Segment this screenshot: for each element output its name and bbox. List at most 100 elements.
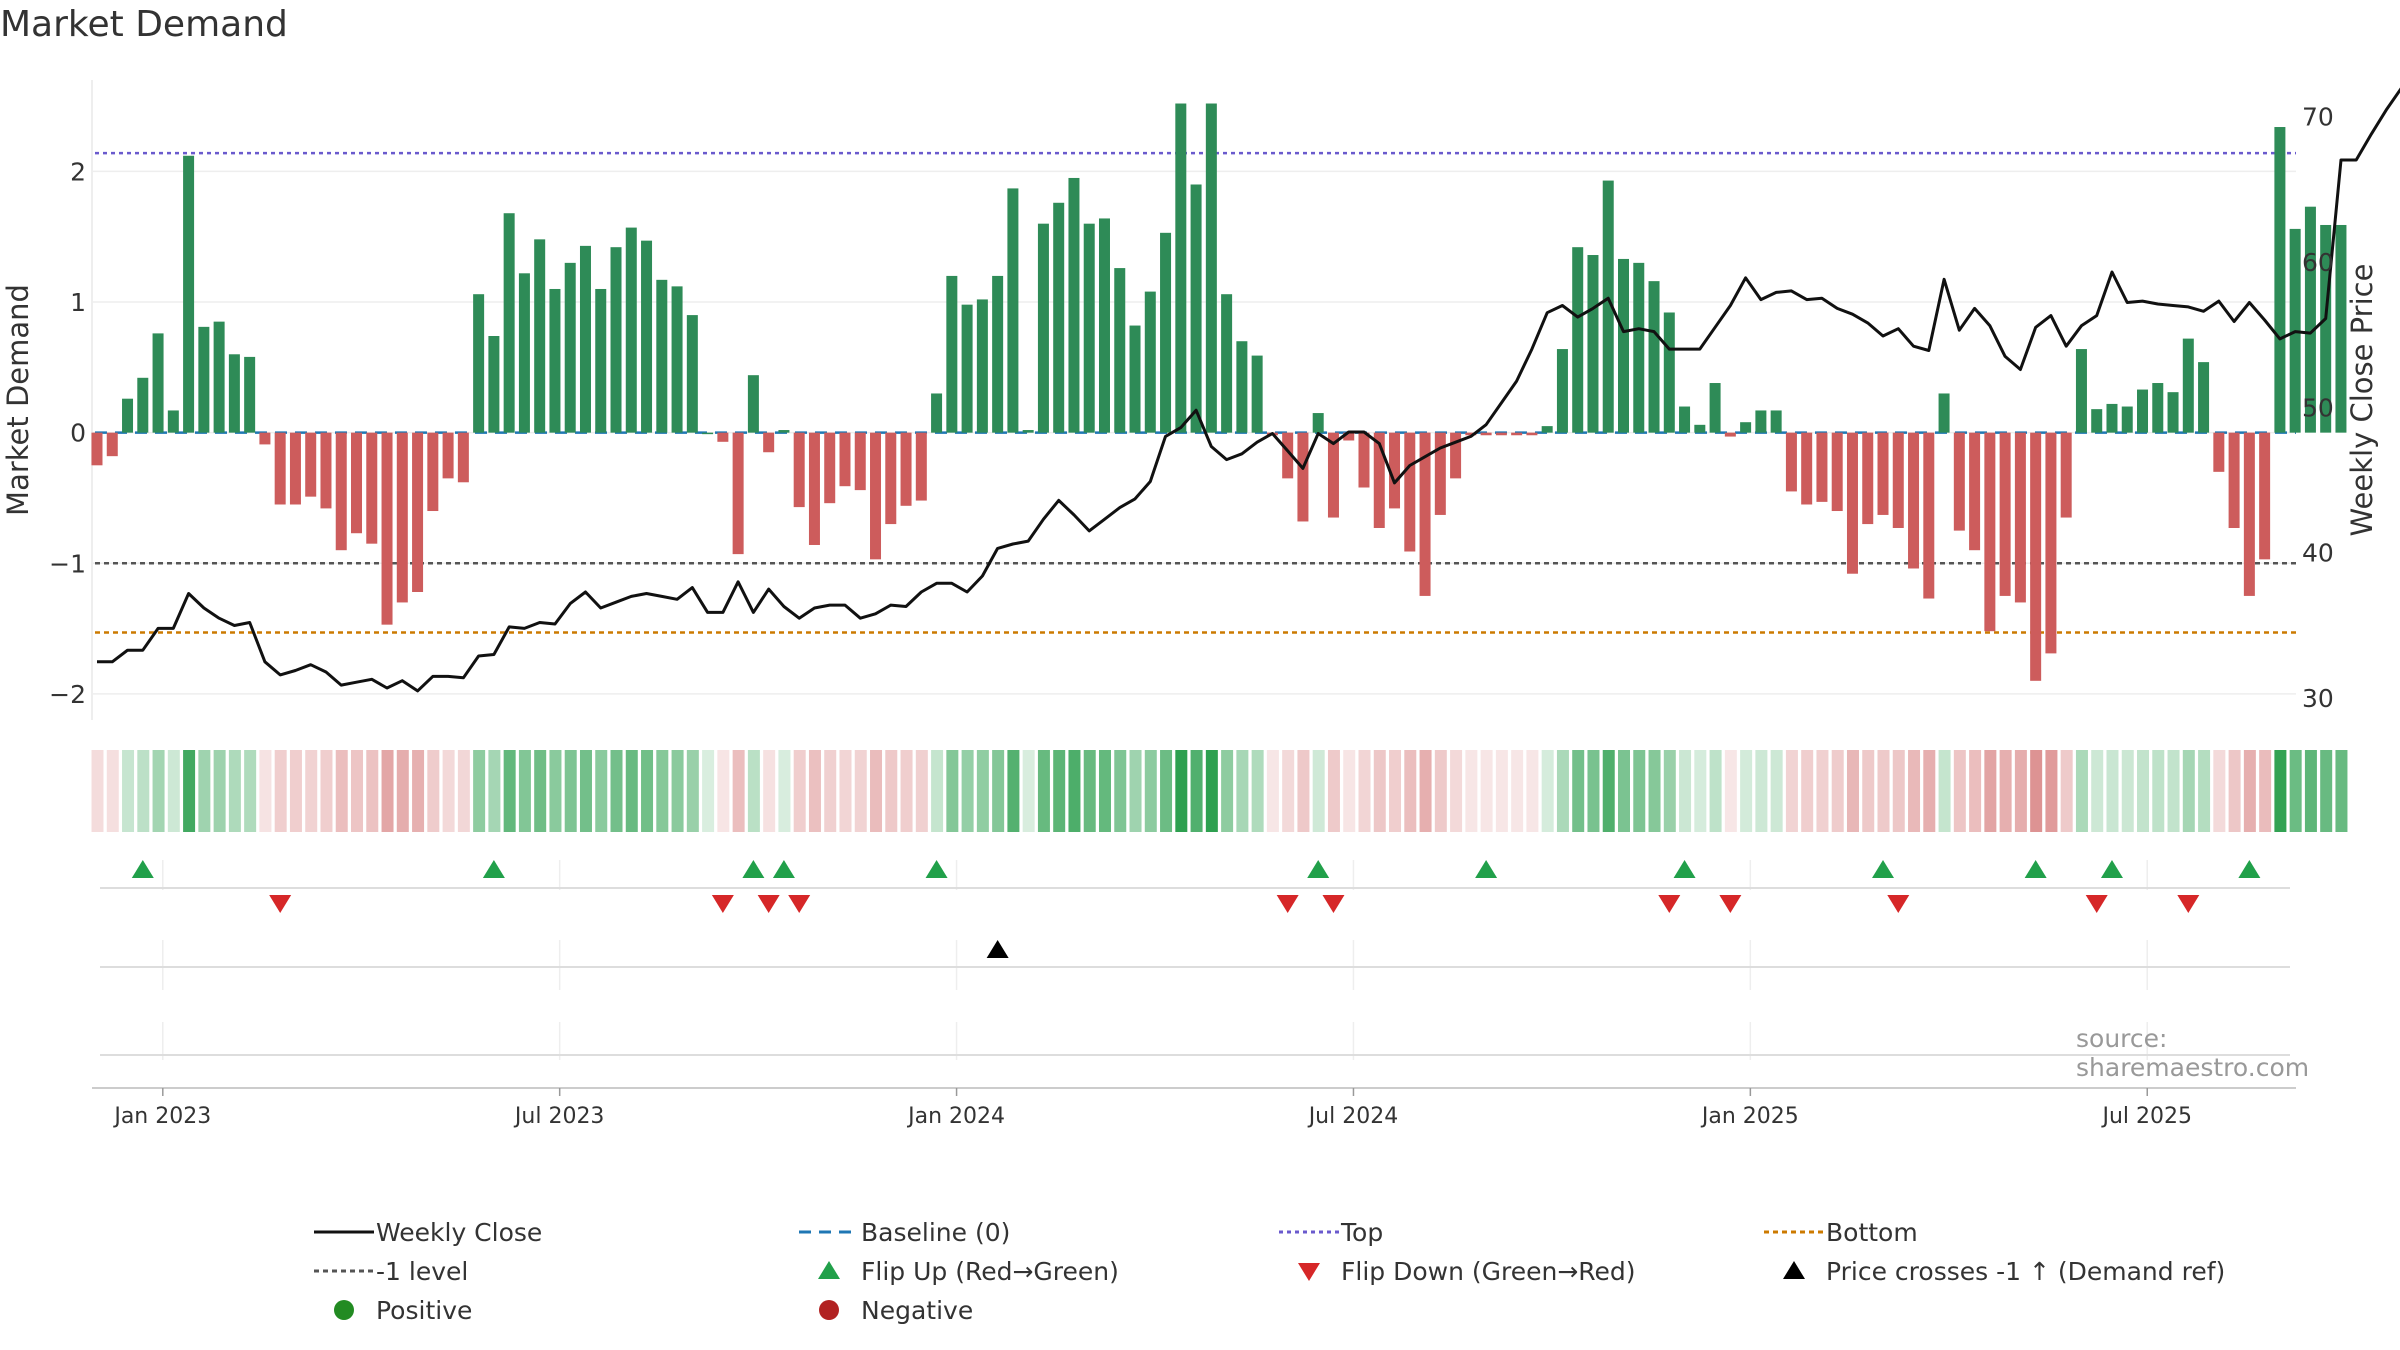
y2-tick-label: 30 bbox=[2302, 684, 2334, 713]
heat-cell bbox=[1648, 750, 1661, 832]
demand-bar bbox=[702, 432, 714, 435]
price-series bbox=[97, 87, 2400, 693]
demand-bar bbox=[625, 227, 637, 433]
flip-up-marker bbox=[925, 860, 948, 878]
y-tick-label: −2 bbox=[49, 680, 86, 709]
heat-cell bbox=[1556, 750, 1569, 832]
heat-cell bbox=[244, 750, 257, 832]
heat-cell bbox=[320, 750, 333, 832]
legend-symbol bbox=[785, 1253, 861, 1289]
flip-down-marker bbox=[1322, 895, 1345, 913]
heat-cell bbox=[564, 750, 577, 832]
demand-bar bbox=[1556, 349, 1568, 433]
flip-up-marker bbox=[742, 860, 765, 878]
heat-cell bbox=[442, 750, 455, 832]
heat-cell bbox=[1801, 750, 1814, 832]
demand-bar bbox=[992, 275, 1004, 433]
demand-bar bbox=[1312, 413, 1324, 433]
legend-label: Top bbox=[1341, 1217, 1384, 1247]
demand-bar bbox=[2152, 383, 2164, 433]
demand-bar bbox=[1602, 180, 1614, 433]
heat-cell bbox=[518, 750, 531, 832]
demand-bar bbox=[503, 213, 515, 433]
demand-bar bbox=[2182, 338, 2194, 433]
demand-bar bbox=[1221, 294, 1233, 433]
heat-cell bbox=[992, 750, 1005, 832]
demand-bar bbox=[1526, 432, 1538, 436]
legend-symbol bbox=[1750, 1253, 1826, 1289]
demand-bar bbox=[564, 262, 576, 433]
heat-cell bbox=[1297, 750, 1310, 832]
demand-bar bbox=[1877, 432, 1889, 515]
heat-cell bbox=[2137, 750, 2150, 832]
heat-cell bbox=[808, 750, 821, 832]
heat-cell bbox=[289, 750, 302, 832]
heat-cell bbox=[885, 750, 898, 832]
heat-cell bbox=[1938, 750, 1951, 832]
legend-symbol bbox=[1265, 1253, 1341, 1289]
x-tick-label: Jan 2024 bbox=[906, 1104, 1005, 1129]
heat-cell bbox=[2289, 750, 2302, 832]
heat-cell bbox=[2304, 750, 2317, 832]
heat-cell bbox=[1450, 750, 1463, 832]
demand-bar bbox=[1587, 255, 1599, 433]
demand-bar bbox=[1327, 432, 1339, 518]
demand-bar bbox=[656, 279, 668, 433]
heat-cell bbox=[1572, 750, 1585, 832]
demand-bar bbox=[137, 377, 149, 433]
flip-down-marker bbox=[1719, 895, 1742, 913]
heat-cell bbox=[473, 750, 486, 832]
heat-cell bbox=[946, 750, 959, 832]
flip-down-marker bbox=[2177, 895, 2200, 913]
demand-bar bbox=[1846, 432, 1858, 574]
heat-cell bbox=[625, 750, 638, 832]
demand-bar bbox=[961, 304, 973, 433]
heat-cell bbox=[396, 750, 409, 832]
heat-cell bbox=[1266, 750, 1279, 832]
demand-bar bbox=[244, 356, 256, 433]
heat-cell bbox=[900, 750, 913, 832]
demand-bar bbox=[1770, 410, 1782, 433]
demand-bar bbox=[351, 432, 363, 534]
heat-cell bbox=[228, 750, 241, 832]
demand-bar bbox=[442, 432, 454, 479]
heat-cell bbox=[1373, 750, 1386, 832]
heat-cell bbox=[549, 750, 562, 832]
demand-bar bbox=[671, 286, 683, 433]
heat-cell bbox=[1999, 750, 2012, 832]
demand-bar bbox=[1969, 432, 1981, 551]
chart-title: Market Demand bbox=[0, 4, 288, 45]
heat-cell bbox=[122, 750, 135, 832]
demand-bar bbox=[1740, 422, 1752, 433]
legend-symbol bbox=[785, 1214, 861, 1250]
heat-cell bbox=[1098, 750, 1111, 832]
heat-cell bbox=[915, 750, 928, 832]
heat-cell bbox=[457, 750, 470, 832]
demand-bar bbox=[1908, 432, 1920, 569]
source-credit: source: sharemaestro.com bbox=[2076, 1024, 2310, 1082]
demand-bar bbox=[1098, 218, 1110, 433]
demand-bar bbox=[320, 432, 332, 509]
legend-item: Baseline (0) bbox=[785, 1214, 1010, 1250]
heat-cell bbox=[503, 750, 516, 832]
heat-cell bbox=[1602, 750, 1615, 832]
heat-cell bbox=[1251, 750, 1264, 832]
demand-bar bbox=[1465, 432, 1477, 436]
demand-bar bbox=[335, 432, 347, 551]
heat-cell bbox=[1022, 750, 1035, 832]
price-cross-marker bbox=[986, 940, 1009, 958]
demand-bar bbox=[1999, 432, 2011, 596]
demand-bar bbox=[1831, 432, 1843, 512]
demand-bar bbox=[1037, 223, 1049, 433]
demand-bar bbox=[106, 432, 118, 457]
legend-label: Bottom bbox=[1826, 1217, 1918, 1247]
flip-up-marker bbox=[1673, 860, 1696, 878]
demand-bar bbox=[2198, 362, 2210, 433]
heat-cell bbox=[595, 750, 608, 832]
demand-bar bbox=[122, 398, 134, 433]
heat-cell bbox=[381, 750, 394, 832]
demand-bar bbox=[2167, 392, 2179, 433]
demand-bar bbox=[1297, 432, 1309, 522]
demand-bar bbox=[1495, 432, 1507, 436]
